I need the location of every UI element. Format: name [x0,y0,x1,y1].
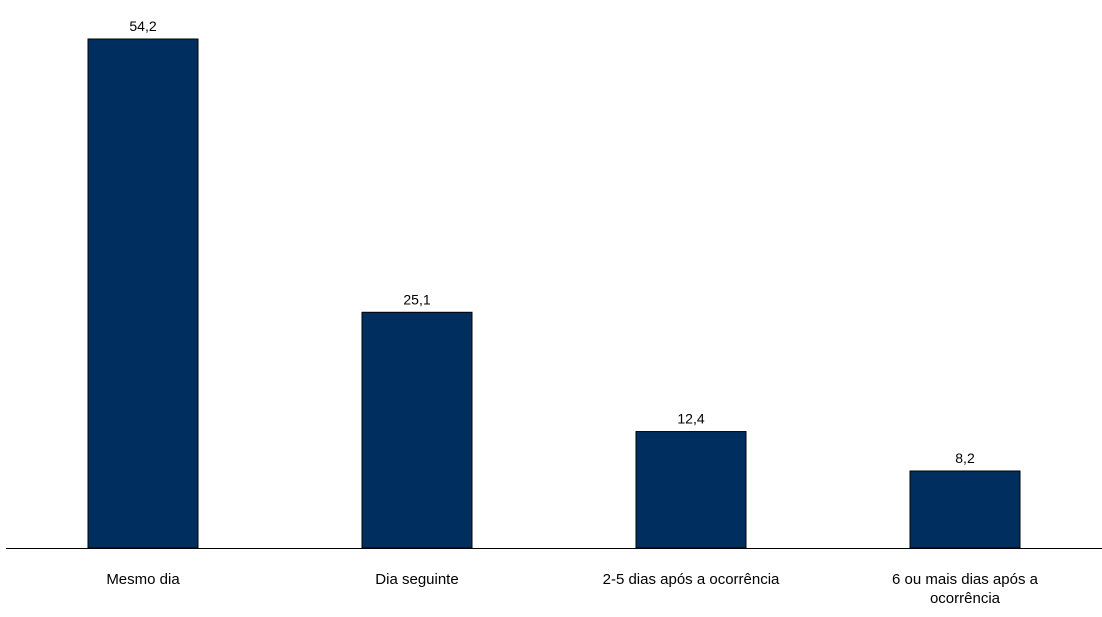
x-tick-label-line: Mesmo dia [106,571,180,588]
value-label-3: 12,4 [677,411,704,427]
x-tick-label-line: ocorrência [930,590,1001,607]
value-label-1: 54,2 [129,18,156,34]
x-tick-label-line: 6 ou mais dias após a [892,571,1039,588]
value-label-4: 8,2 [955,450,975,466]
x-tick-label-1: Mesmo dia [106,571,180,588]
x-tick-label-line: Dia seguinte [375,571,458,588]
bar-3 [635,431,747,549]
bar-2 [361,311,473,549]
x-tick-label-2: Dia seguinte [375,571,458,588]
x-tick-label-3: 2-5 dias após a ocorrência [603,571,780,588]
value-labels-layer: 54,2 25,1 12,4 8,2 [129,18,975,466]
x-tick-label-4: 6 ou mais dias após a ocorrência [892,571,1039,607]
x-tick-label-line: 2-5 dias após a ocorrência [603,571,780,588]
bar-1 [87,38,199,549]
bar-4 [909,470,1021,549]
bars-layer [87,38,1021,549]
x-tick-labels-layer: Mesmo dia Dia seguinte 2-5 dias após a oco… [106,571,1038,607]
value-label-2: 25,1 [403,291,430,307]
